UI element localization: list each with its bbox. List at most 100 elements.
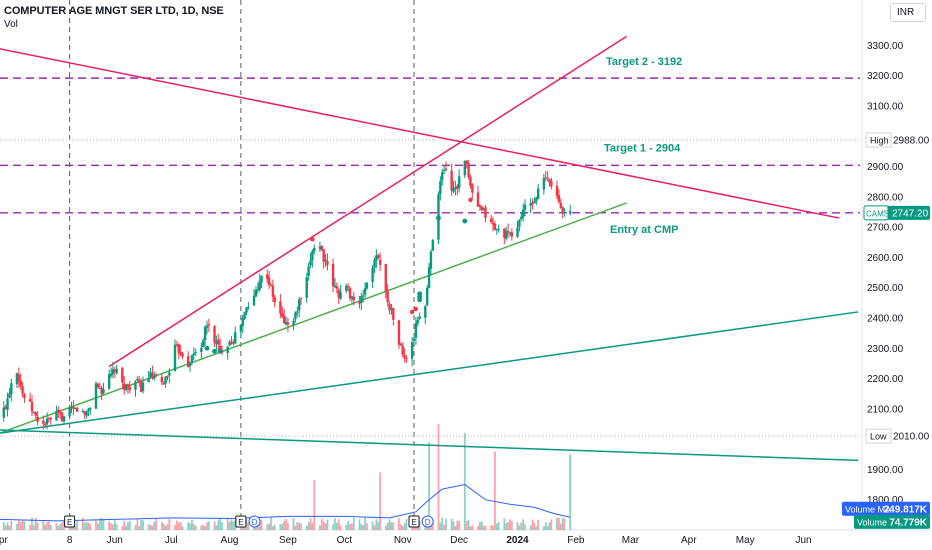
volume-bar [544, 522, 547, 530]
volume-bar [428, 442, 430, 530]
volume-bar [192, 523, 195, 530]
candle-body [128, 386, 132, 391]
volume-bar [23, 521, 26, 530]
volume-bar [319, 525, 321, 530]
volume-bar [371, 521, 374, 530]
volume-bar [87, 522, 90, 530]
candle-body [154, 374, 158, 376]
volume-bar [339, 525, 342, 530]
volume-bar [226, 518, 229, 530]
volume-bar [494, 451, 496, 530]
volume-bar [98, 518, 101, 530]
candle-body [363, 288, 367, 295]
candle-body [348, 288, 352, 299]
volume-bar [495, 523, 498, 530]
candle-body [254, 290, 258, 297]
event-marker-label: D [252, 518, 258, 527]
volume-bar [482, 525, 485, 530]
candle-body [491, 222, 495, 225]
candle-body [311, 250, 314, 261]
signal-dot [417, 297, 423, 303]
candle-body [529, 203, 532, 206]
volume-bar [48, 521, 50, 530]
price-badge-label: High [870, 135, 889, 145]
candle-body [141, 382, 145, 391]
volume-bar [207, 521, 210, 530]
volume-bar [324, 523, 327, 530]
volume-bar [76, 520, 79, 530]
volume-bar [153, 521, 156, 530]
candle-body [337, 289, 340, 298]
candle-body [521, 209, 525, 218]
candle-body [59, 411, 62, 414]
candle-body [6, 398, 9, 410]
y-tick-label: 2600.00 [867, 253, 904, 264]
candle-body [503, 228, 506, 238]
candle-body [177, 344, 180, 354]
volume-bar [349, 523, 351, 530]
volume-bar [100, 517, 103, 530]
candle-body [21, 386, 24, 394]
volume-bar [266, 524, 269, 530]
candle-body [72, 406, 75, 409]
candle-body [17, 374, 21, 382]
candle-body [345, 285, 348, 291]
candle-body [476, 192, 480, 207]
candle-body [160, 377, 164, 383]
volume-bar [247, 521, 250, 530]
candle-body [226, 346, 229, 353]
candle-body [542, 177, 546, 190]
candle-body [136, 379, 139, 381]
volume-badge-label: Volume MA [845, 504, 891, 514]
volume-bar [561, 518, 564, 530]
volume-bar [569, 454, 572, 530]
candle-body [47, 418, 51, 420]
candle-body [107, 374, 111, 389]
candle-body [8, 393, 11, 398]
y-tick-label: 2100.00 [867, 404, 904, 415]
volume-bar [44, 524, 47, 530]
volume-bar [358, 519, 361, 530]
volume-bar [260, 520, 263, 530]
candle-body [489, 218, 493, 222]
candle-body [418, 316, 421, 320]
candle-body [36, 416, 39, 422]
candle-body [60, 412, 64, 422]
volume-bar [443, 524, 446, 530]
volume-bar [31, 517, 33, 530]
candle-body [427, 267, 431, 289]
volume-bar [6, 522, 9, 530]
candle-body [186, 356, 190, 367]
candle-body [62, 416, 66, 422]
volume-bar [524, 524, 526, 530]
candle-body [153, 376, 156, 379]
candle-body [203, 327, 207, 341]
candle-body [309, 260, 312, 266]
volume-bar [128, 521, 131, 530]
candle-body [559, 202, 562, 208]
currency-selector[interactable]: INR [890, 3, 926, 22]
volume-bar [450, 518, 453, 530]
x-tick-label: Mar [622, 535, 640, 546]
candle-body [346, 285, 350, 288]
candle-body [439, 181, 442, 195]
volume-bar [36, 522, 39, 530]
candle-body [505, 230, 508, 239]
candle-body [478, 205, 482, 207]
volume-bar [174, 524, 176, 530]
price-badge-label: Low [870, 432, 887, 442]
candle-body [557, 195, 561, 202]
volume-bar [121, 526, 124, 530]
candle-body [537, 188, 540, 199]
candle-body [555, 186, 559, 197]
volume-bar [63, 520, 65, 530]
candle-body [260, 275, 263, 283]
candle-body [194, 352, 197, 354]
volume-bar [217, 520, 220, 530]
volume-bar [95, 519, 97, 530]
volume-bar [110, 523, 112, 530]
trend-line [0, 429, 859, 462]
candle-body [523, 204, 527, 210]
candle-body [548, 178, 551, 183]
